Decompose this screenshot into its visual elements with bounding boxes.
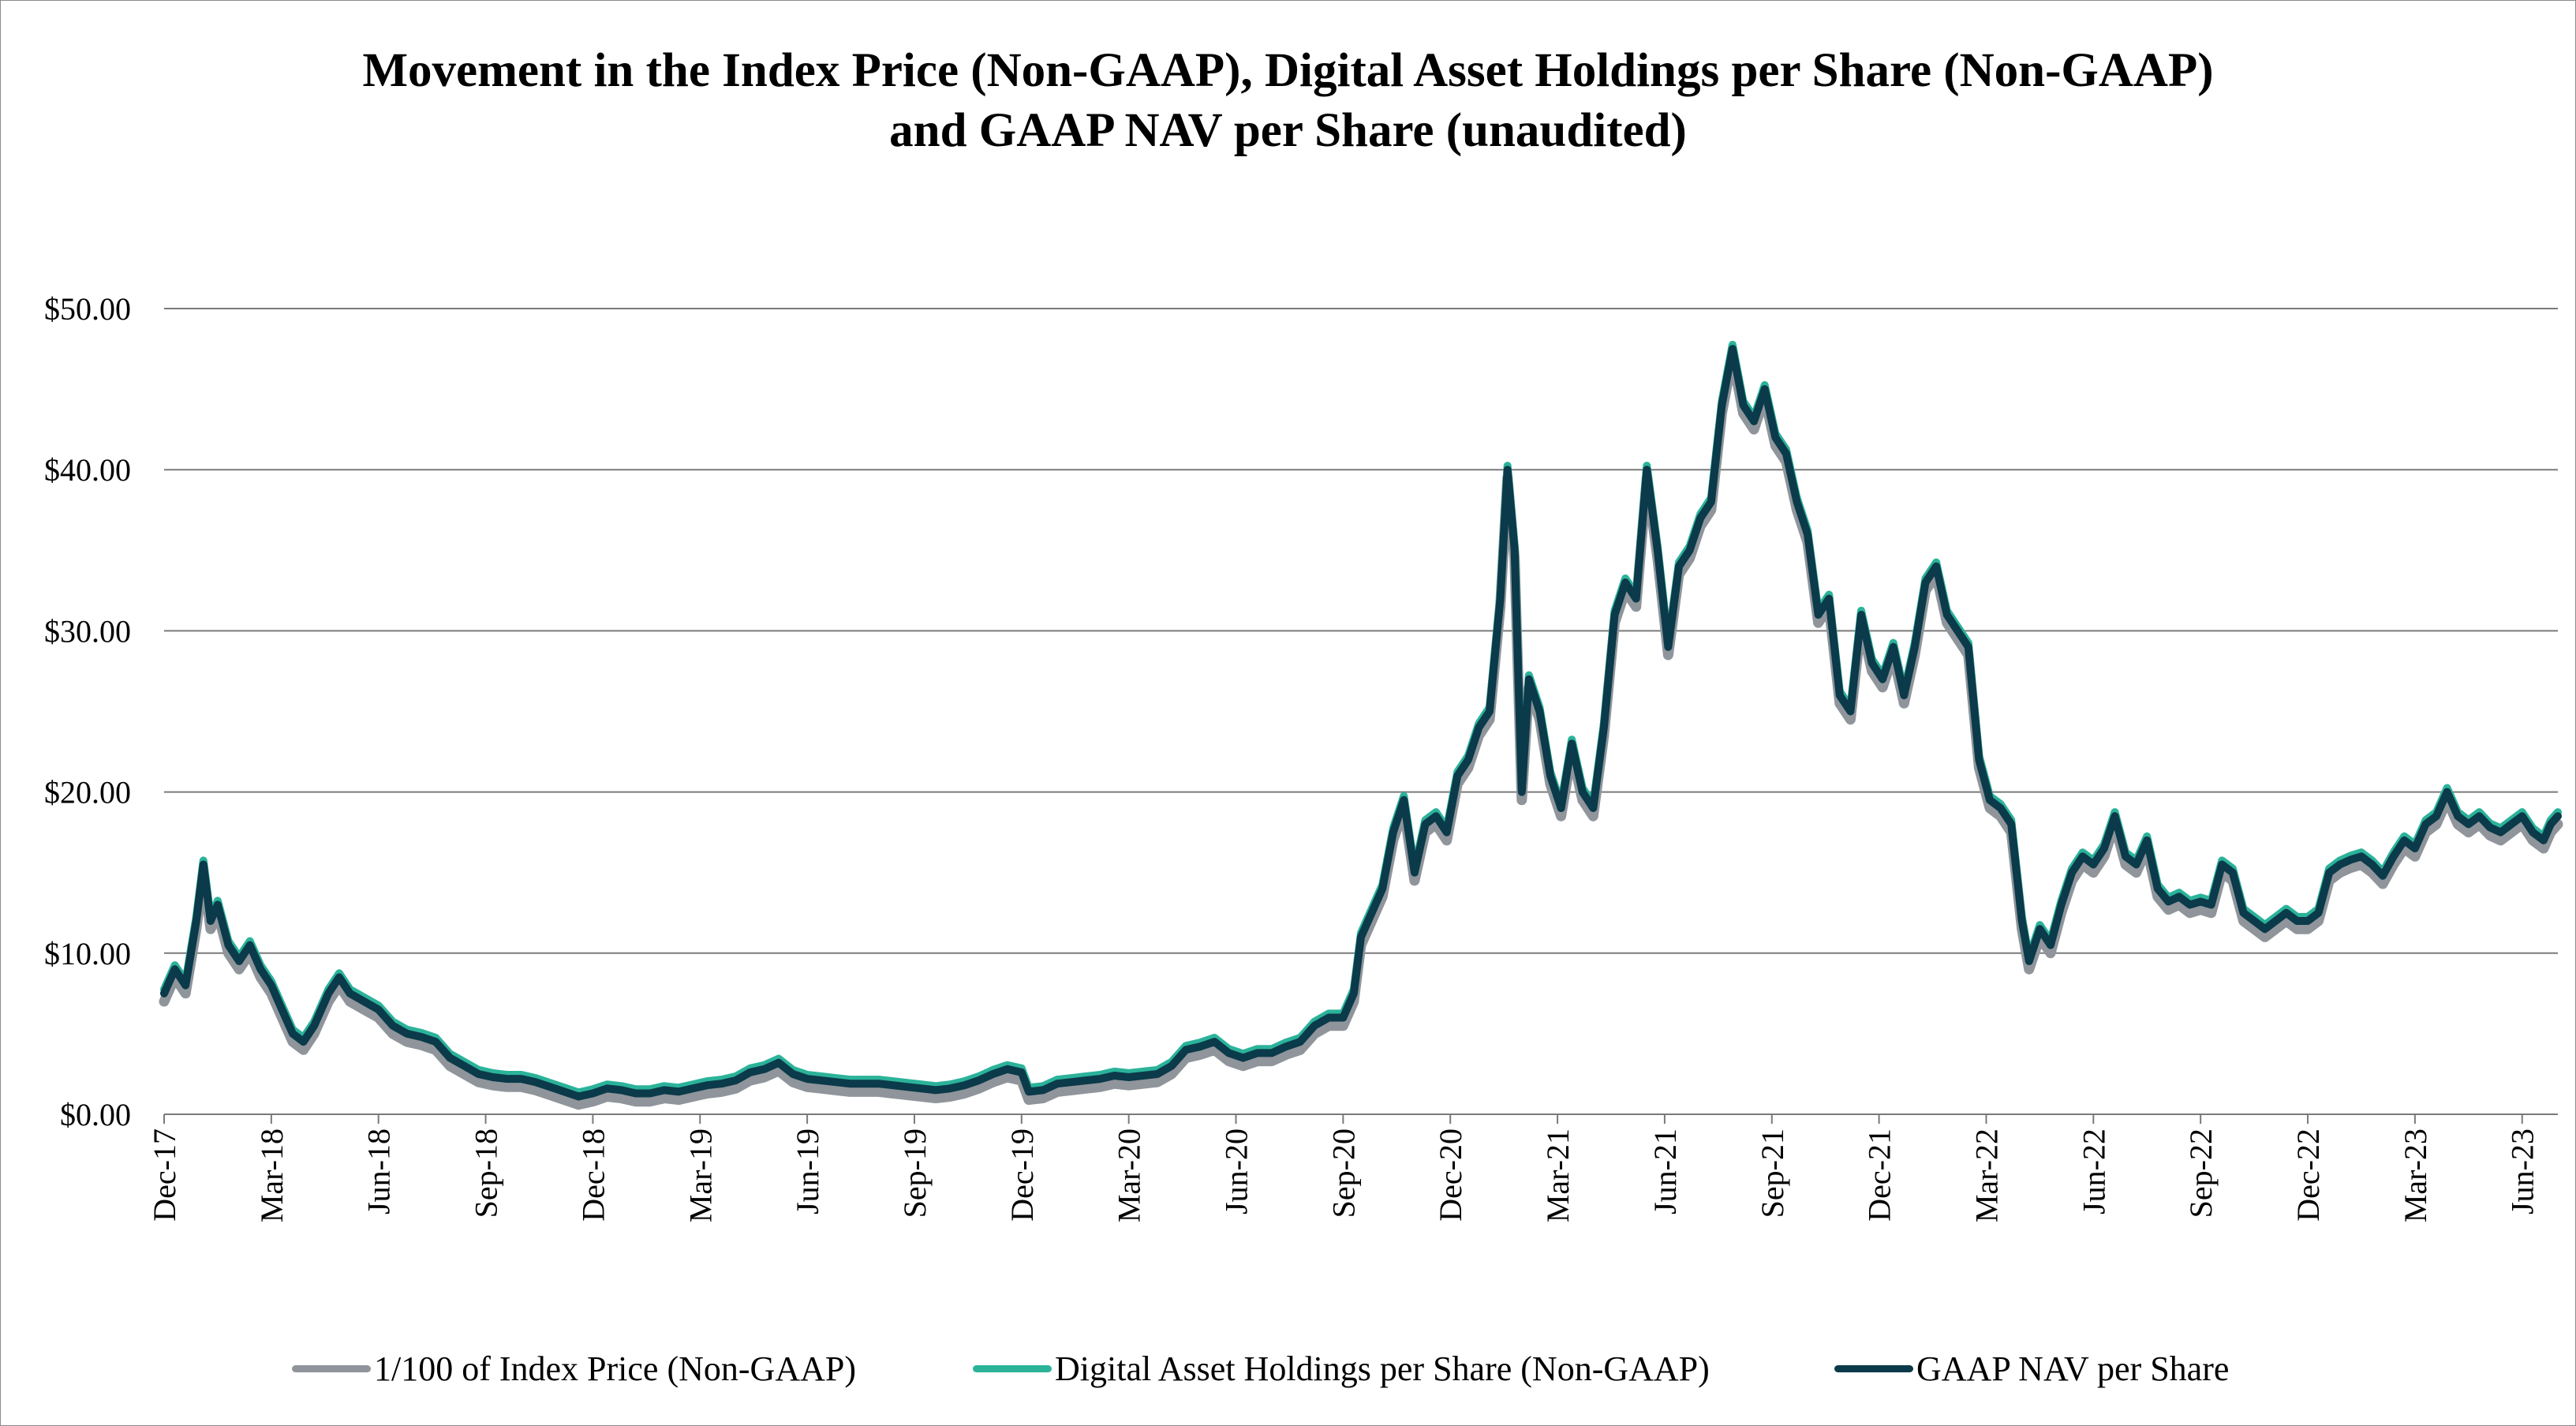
x-tick-label: Sep-22 <box>2183 1128 2219 1218</box>
x-tick-labels: Dec-17 Mar-18 Jun-18 Sep-18 Dec-18 Mar-19 Jun-… <box>147 1128 2540 1222</box>
legend-label-index-price: 1/100 of Index Price (Non-GAAP) <box>374 1349 856 1388</box>
x-tick-label: Sep-19 <box>897 1128 933 1218</box>
chart-title-line-1: Movement in the Index Price (Non-GAAP), … <box>362 44 2214 97</box>
x-tick-label: Dec-20 <box>1433 1128 1468 1222</box>
x-tick-label: Jun-20 <box>1219 1128 1254 1215</box>
y-tick-label: $10.00 <box>44 936 131 971</box>
series-line-2 <box>160 345 2562 1101</box>
x-tick-label: Dec-18 <box>575 1128 611 1222</box>
grid-lines <box>164 308 2558 954</box>
x-tick-label: Sep-18 <box>469 1128 504 1218</box>
x-tick-label: Sep-20 <box>1325 1128 1361 1218</box>
legend-item-digital-asset-holdings[interactable]: Digital Asset Holdings per Share (Non-GA… <box>973 1345 1710 1392</box>
x-tick-label: Mar-18 <box>254 1128 290 1222</box>
x-tick-label: Dec-21 <box>1862 1128 1897 1222</box>
x-tick-label: Mar-19 <box>682 1128 718 1222</box>
x-tick-label: Sep-21 <box>1755 1128 1790 1218</box>
x-tick-label: Mar-20 <box>1112 1128 1147 1222</box>
y-tick-label: $40.00 <box>44 452 131 488</box>
legend-label-gaap-nav: GAAP NAV per Share <box>1916 1349 2230 1388</box>
y-tick-labels: $0.00 $10.00 $20.00 $30.00 $40.00 $50.00 <box>44 291 131 1132</box>
legend-item-gaap-nav[interactable]: GAAP NAV per Share <box>1834 1345 2229 1392</box>
y-tick-label: $20.00 <box>44 775 131 810</box>
y-tick-label: $0.00 <box>60 1097 131 1132</box>
x-tick-label: Dec-22 <box>2290 1128 2326 1222</box>
x-tick-label: Dec-17 <box>147 1128 182 1222</box>
x-tick-label: Jun-18 <box>361 1128 397 1215</box>
chart-title-line-2: and GAAP NAV per Share (unaudited) <box>889 104 1687 157</box>
series-lines <box>159 340 2563 1110</box>
chart-title: Movement in the Index Price (Non-GAAP), … <box>0 41 2576 161</box>
x-tick-label: Jun-21 <box>1647 1128 1683 1215</box>
x-tick-label: Jun-19 <box>790 1128 825 1215</box>
legend-label-digital-asset-holdings: Digital Asset Holdings per Share (Non-GA… <box>1055 1349 1710 1388</box>
x-tick-label: Jun-23 <box>2505 1128 2540 1215</box>
legend: 1/100 of Index Price (Non-GAAP) Digital … <box>0 1345 2576 1392</box>
x-tick-label: Mar-22 <box>1968 1128 2004 1222</box>
x-tick-label: Dec-19 <box>1004 1128 1040 1222</box>
y-tick-label: $30.00 <box>44 613 131 649</box>
axes <box>163 1113 2558 1124</box>
legend-swatch-gaap-nav <box>1834 1364 1913 1372</box>
x-tick-label: Mar-23 <box>2398 1128 2433 1222</box>
x-tick-label: Jun-22 <box>2076 1128 2111 1215</box>
legend-item-index-price[interactable]: 1/100 of Index Price (Non-GAAP) <box>292 1345 856 1392</box>
series-line-0 <box>159 351 2563 1110</box>
y-tick-label: $50.00 <box>44 291 131 327</box>
legend-swatch-index-price <box>292 1364 371 1372</box>
legend-swatch-digital-asset-holdings <box>973 1364 1052 1372</box>
x-tick-label: Mar-21 <box>1540 1128 1576 1222</box>
